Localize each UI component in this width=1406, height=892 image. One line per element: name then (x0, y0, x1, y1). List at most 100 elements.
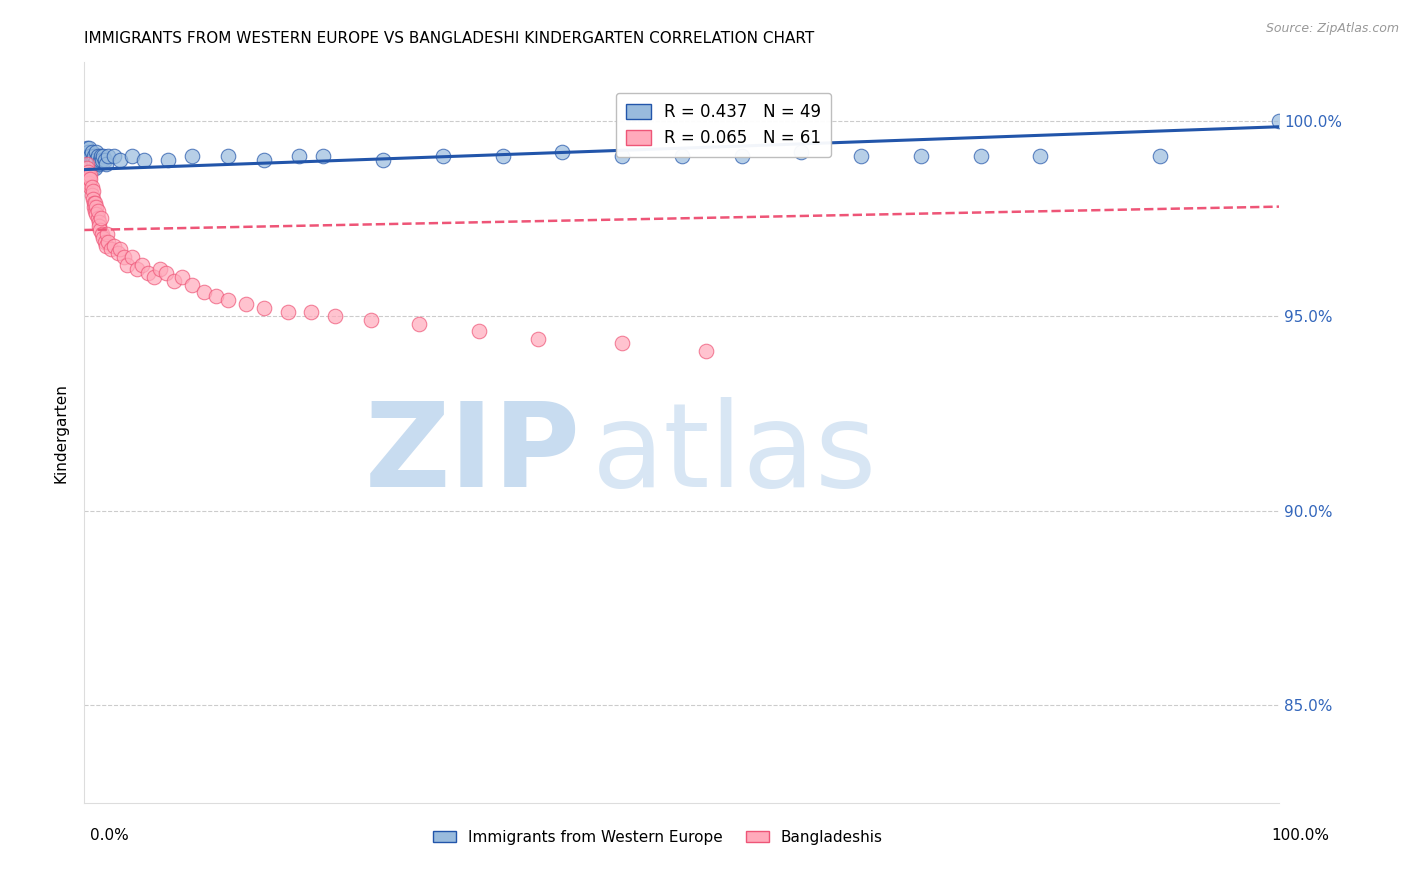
Point (77, 145, 100, 159)
Point (84, 161, 107, 175)
Point (82, 153, 104, 167)
Point (82, 192, 104, 206)
Point (103, 149, 125, 163)
Text: 0.0%: 0.0% (90, 828, 129, 843)
Point (79, 169, 101, 183)
Point (91, 153, 114, 167)
Point (172, 269, 194, 284)
Point (82, 161, 104, 175)
Point (408, 317, 430, 331)
Point (277, 305, 299, 319)
Point (117, 258, 139, 272)
Point (217, 293, 239, 307)
Point (89, 153, 111, 167)
Point (76, 161, 98, 175)
Point (217, 149, 239, 163)
Point (89, 223, 111, 237)
Point (432, 149, 454, 163)
Point (86, 149, 108, 163)
Point (83, 157, 105, 171)
Point (87, 219, 110, 233)
Point (87, 215, 110, 229)
Point (181, 149, 204, 163)
Text: Source: ZipAtlas.com: Source: ZipAtlas.com (1265, 22, 1399, 36)
Point (312, 149, 335, 163)
Point (612, 149, 634, 163)
Point (121, 250, 143, 264)
Point (851, 149, 873, 163)
Point (121, 149, 143, 163)
Point (253, 301, 276, 315)
Point (87, 157, 110, 171)
Point (193, 285, 215, 300)
Point (468, 324, 491, 338)
Point (93, 153, 115, 167)
Point (110, 243, 132, 257)
Point (80, 180, 103, 194)
Point (77, 172, 100, 186)
Point (373, 153, 395, 167)
Point (1268, 114, 1291, 128)
Point (77, 149, 100, 163)
Point (94, 238, 117, 252)
Point (79, 157, 101, 171)
Point (731, 149, 754, 163)
Point (79, 180, 101, 194)
Point (86, 211, 108, 226)
Point (125, 262, 148, 277)
Point (77, 169, 100, 183)
Point (79, 149, 101, 163)
Point (288, 149, 311, 163)
Point (76, 157, 98, 171)
Text: atlas: atlas (592, 397, 877, 512)
Point (527, 332, 550, 346)
Point (163, 274, 186, 288)
Point (612, 336, 634, 351)
Point (82, 184, 104, 198)
Point (205, 289, 228, 303)
Point (142, 269, 165, 284)
Text: IMMIGRANTS FROM WESTERN EUROPE VS BANGLADESHI KINDERGARTEN CORRELATION CHART: IMMIGRANTS FROM WESTERN EUROPE VS BANGLA… (84, 31, 814, 46)
Text: ZIP: ZIP (364, 397, 581, 512)
Point (90, 211, 112, 226)
Point (93, 149, 115, 163)
Point (93, 235, 115, 249)
Point (86, 153, 108, 167)
Point (96, 227, 118, 241)
Point (551, 145, 574, 159)
Point (671, 149, 693, 163)
Text: 100.0%: 100.0% (1271, 828, 1330, 843)
Point (80, 145, 103, 159)
Point (86, 200, 108, 214)
Point (77, 164, 100, 178)
Point (131, 258, 153, 272)
Point (94, 157, 117, 171)
Point (77, 153, 100, 167)
Point (157, 153, 180, 167)
Point (325, 309, 347, 323)
Point (695, 343, 717, 358)
Point (103, 238, 125, 252)
Point (76, 141, 98, 155)
Point (86, 207, 108, 221)
Point (970, 149, 993, 163)
Point (149, 262, 172, 277)
Point (100, 243, 122, 257)
Point (181, 277, 204, 292)
Point (253, 153, 276, 167)
Point (77, 141, 100, 155)
Point (790, 145, 813, 159)
Point (1149, 149, 1171, 163)
Y-axis label: Kindergarten: Kindergarten (53, 383, 69, 483)
Point (235, 297, 257, 311)
Point (107, 246, 129, 260)
Point (77, 176, 100, 190)
Point (84, 195, 107, 210)
Point (112, 250, 135, 264)
Point (132, 153, 156, 167)
Point (84, 203, 107, 218)
Point (910, 149, 932, 163)
Point (360, 312, 382, 326)
Point (110, 153, 132, 167)
Point (90, 149, 112, 163)
